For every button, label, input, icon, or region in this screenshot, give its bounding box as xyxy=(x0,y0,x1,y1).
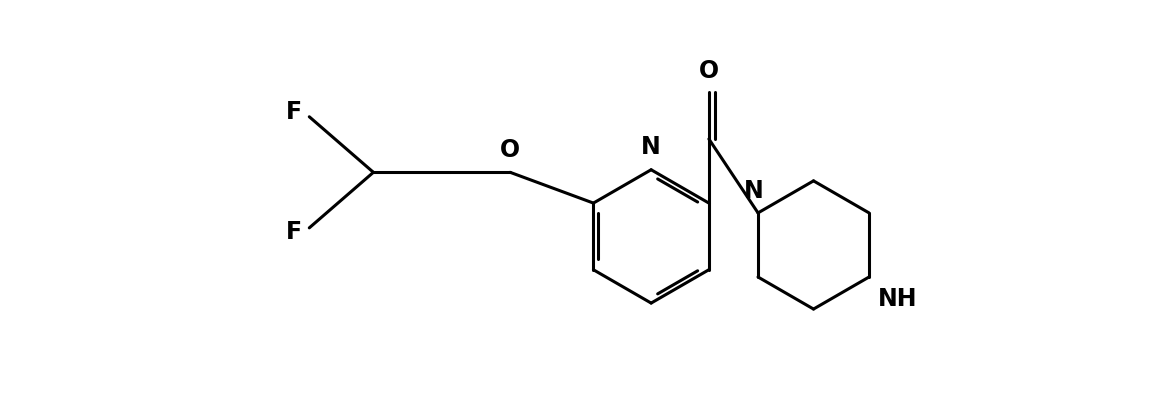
Text: O: O xyxy=(500,138,521,162)
Text: O: O xyxy=(699,59,718,83)
Text: N: N xyxy=(641,135,661,159)
Text: F: F xyxy=(286,220,302,244)
Text: N: N xyxy=(744,179,764,203)
Text: F: F xyxy=(286,100,302,124)
Text: NH: NH xyxy=(877,287,918,311)
